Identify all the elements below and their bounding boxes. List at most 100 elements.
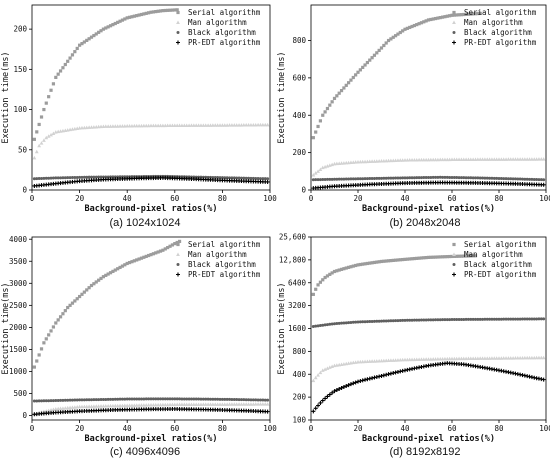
data-point [452,13,456,17]
data-point [381,373,386,378]
data-point [339,88,344,93]
data-point [469,176,473,180]
data-point [85,38,89,42]
data-point [455,254,459,258]
data-point [266,398,270,402]
data-point [116,267,120,271]
data-point [490,317,494,321]
data-point [541,355,546,360]
data-point [481,176,485,180]
data-point [314,324,318,328]
data-point [443,15,447,19]
plot-frame [31,236,271,421]
data-point [54,75,58,79]
data-point [130,260,134,264]
data-point [356,320,360,324]
legend-label: Man algorithm [464,18,523,27]
data-point [523,177,527,181]
data-point [192,397,196,401]
data-point [370,376,375,381]
data-point [354,177,358,181]
data-point [535,317,539,321]
data-point [137,13,141,17]
data-point [182,397,186,401]
data-point [66,398,70,402]
data-point [384,259,388,263]
data-point [347,177,351,181]
data-point [452,318,456,322]
data-point [111,175,115,179]
data-point [97,175,101,179]
data-point [39,115,44,119]
legend-label: Black algorithm [464,28,532,37]
data-point [321,113,325,117]
data-point [256,398,260,402]
data-point [189,397,193,401]
x-tick-label: 40 [400,194,410,203]
data-point [101,275,105,279]
data-point [492,317,496,321]
y-tick-label: 100 [292,416,306,425]
data-point [120,175,124,179]
data-point [249,176,253,180]
data-point [89,35,94,39]
data-point [109,175,113,179]
data-point [68,56,72,60]
x-tick-label: 100 [539,194,550,203]
data-point [213,176,217,180]
y-tick-label: 4000 [9,235,28,244]
data-point [120,18,125,22]
data-point [495,317,499,321]
data-point [313,375,318,380]
series-plus [311,180,546,191]
chart-panel-3: 0 20 40 60 80 1000500100015002000250030003500… [1,235,277,458]
data-point [354,320,358,324]
panel-caption: (a) 1024x1024 [110,217,181,229]
data-point [316,124,320,129]
x-tick-label: 0 [30,194,35,203]
data-point [370,56,374,60]
data-point [365,377,370,382]
data-point [39,141,44,145]
data-point [239,398,243,402]
data-point [537,178,541,182]
data-point [377,48,381,53]
data-point [379,259,384,264]
data-point [340,177,344,181]
data-point [87,175,91,179]
data-point [263,398,267,402]
data-point [429,318,433,322]
data-point [325,274,330,278]
data-point [142,255,146,259]
data-point [120,264,125,268]
data-point [455,13,459,17]
data-point [530,177,534,181]
data-point [70,398,74,402]
data-point [372,176,376,180]
data-point [90,175,93,179]
data-point [61,312,65,316]
data-point [258,177,262,181]
data-point [459,13,463,17]
data-point [403,257,407,261]
data-point [49,176,53,180]
data-point [422,176,426,180]
data-point [265,122,270,127]
data-point [185,397,189,401]
data-point [42,399,46,403]
data-point [391,319,395,323]
data-point [342,177,346,181]
data-point [135,258,139,262]
series-square [311,11,482,140]
x-tick-label: 40 [123,194,133,203]
data-point [206,175,210,179]
series-plus [311,361,546,414]
data-point [516,317,520,321]
data-point [242,176,246,180]
data-point [330,322,334,326]
data-point [135,14,139,18]
data-point [44,135,49,140]
data-point [249,398,253,402]
legend-label: Serial algorithm [464,240,537,249]
data-point [525,177,529,181]
